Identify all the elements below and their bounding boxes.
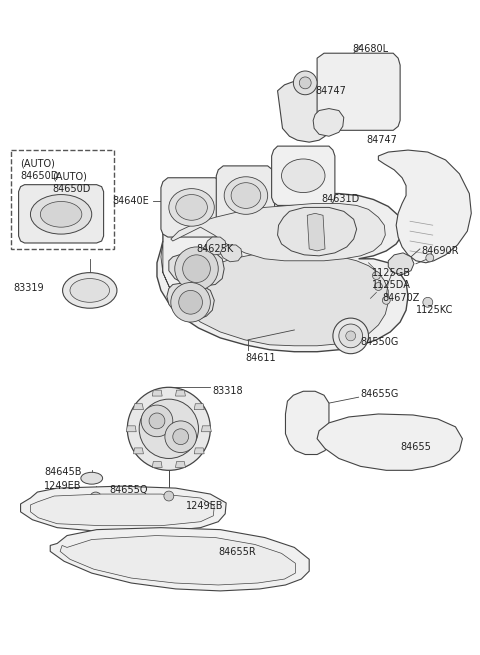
Polygon shape bbox=[50, 528, 309, 591]
Polygon shape bbox=[313, 109, 344, 136]
Polygon shape bbox=[272, 146, 335, 206]
Text: 84655G: 84655G bbox=[360, 389, 399, 399]
Ellipse shape bbox=[169, 189, 214, 226]
Text: (AUTO): (AUTO) bbox=[21, 159, 56, 169]
Ellipse shape bbox=[81, 472, 103, 484]
Circle shape bbox=[346, 331, 356, 341]
Text: 84650D: 84650D bbox=[21, 171, 59, 181]
Circle shape bbox=[179, 290, 203, 314]
Circle shape bbox=[141, 405, 173, 437]
Circle shape bbox=[164, 491, 174, 501]
Polygon shape bbox=[169, 251, 224, 286]
Polygon shape bbox=[176, 390, 185, 396]
Polygon shape bbox=[30, 494, 214, 526]
Polygon shape bbox=[19, 185, 104, 243]
Polygon shape bbox=[60, 536, 295, 585]
Text: 84690R: 84690R bbox=[422, 246, 459, 256]
Polygon shape bbox=[307, 214, 325, 251]
Circle shape bbox=[423, 297, 433, 307]
Text: 84680L: 84680L bbox=[353, 45, 389, 54]
Circle shape bbox=[171, 282, 210, 322]
Polygon shape bbox=[388, 253, 414, 274]
Ellipse shape bbox=[40, 202, 82, 227]
Polygon shape bbox=[167, 282, 214, 320]
Text: 84670Z: 84670Z bbox=[383, 293, 420, 303]
Polygon shape bbox=[21, 486, 226, 532]
Circle shape bbox=[163, 502, 175, 514]
Polygon shape bbox=[277, 208, 357, 256]
Circle shape bbox=[339, 324, 362, 348]
Polygon shape bbox=[317, 414, 462, 470]
Text: 84655Q: 84655Q bbox=[109, 485, 148, 495]
Circle shape bbox=[333, 318, 369, 354]
Text: 84640E: 84640E bbox=[112, 196, 149, 206]
Circle shape bbox=[426, 254, 434, 262]
Ellipse shape bbox=[62, 272, 117, 309]
Polygon shape bbox=[126, 426, 136, 432]
Text: 84645B: 84645B bbox=[44, 467, 82, 477]
Polygon shape bbox=[133, 448, 144, 454]
Polygon shape bbox=[152, 390, 162, 396]
Circle shape bbox=[149, 413, 165, 429]
Text: 84747: 84747 bbox=[367, 135, 397, 145]
Text: 84747: 84747 bbox=[315, 86, 346, 96]
Text: (AUTO): (AUTO) bbox=[52, 172, 87, 182]
Circle shape bbox=[183, 255, 210, 282]
Bar bbox=[11, 150, 114, 249]
Text: 84655: 84655 bbox=[400, 441, 431, 451]
Ellipse shape bbox=[176, 195, 207, 220]
Ellipse shape bbox=[70, 278, 109, 303]
Polygon shape bbox=[161, 241, 388, 346]
Polygon shape bbox=[157, 194, 408, 352]
Circle shape bbox=[139, 399, 199, 458]
Text: 83318: 83318 bbox=[212, 386, 243, 396]
Circle shape bbox=[383, 296, 390, 305]
Polygon shape bbox=[194, 448, 204, 454]
Ellipse shape bbox=[30, 195, 92, 234]
Polygon shape bbox=[317, 53, 400, 130]
Polygon shape bbox=[378, 150, 471, 263]
Polygon shape bbox=[194, 403, 204, 409]
Circle shape bbox=[127, 387, 210, 470]
Circle shape bbox=[372, 272, 380, 280]
Text: 84550G: 84550G bbox=[360, 337, 399, 347]
Circle shape bbox=[374, 282, 383, 290]
Text: 84631D: 84631D bbox=[321, 195, 360, 204]
Circle shape bbox=[90, 492, 102, 504]
Circle shape bbox=[165, 421, 196, 453]
Text: 1125KC: 1125KC bbox=[416, 305, 453, 315]
Text: 1125DA: 1125DA bbox=[372, 280, 411, 290]
Ellipse shape bbox=[231, 183, 261, 208]
Text: 1125GB: 1125GB bbox=[372, 268, 411, 278]
Polygon shape bbox=[205, 237, 226, 255]
Ellipse shape bbox=[224, 177, 268, 214]
Polygon shape bbox=[202, 426, 211, 432]
Polygon shape bbox=[286, 391, 329, 455]
Polygon shape bbox=[277, 79, 331, 142]
Polygon shape bbox=[171, 204, 385, 261]
Polygon shape bbox=[133, 403, 144, 409]
Ellipse shape bbox=[281, 159, 325, 193]
Polygon shape bbox=[216, 166, 275, 225]
Text: 83319: 83319 bbox=[13, 284, 44, 293]
Text: 84655R: 84655R bbox=[218, 548, 256, 557]
Polygon shape bbox=[161, 178, 222, 237]
Circle shape bbox=[293, 71, 317, 95]
Text: 84611: 84611 bbox=[245, 352, 276, 363]
Polygon shape bbox=[152, 462, 162, 468]
Text: 1249EB: 1249EB bbox=[186, 501, 223, 511]
Circle shape bbox=[300, 77, 311, 89]
Circle shape bbox=[173, 429, 189, 445]
Text: 84650D: 84650D bbox=[52, 183, 91, 194]
Text: 84625K: 84625K bbox=[196, 244, 234, 254]
Polygon shape bbox=[176, 462, 185, 468]
Circle shape bbox=[175, 247, 218, 290]
Text: 1249EB: 1249EB bbox=[44, 481, 82, 491]
Polygon shape bbox=[220, 245, 242, 262]
